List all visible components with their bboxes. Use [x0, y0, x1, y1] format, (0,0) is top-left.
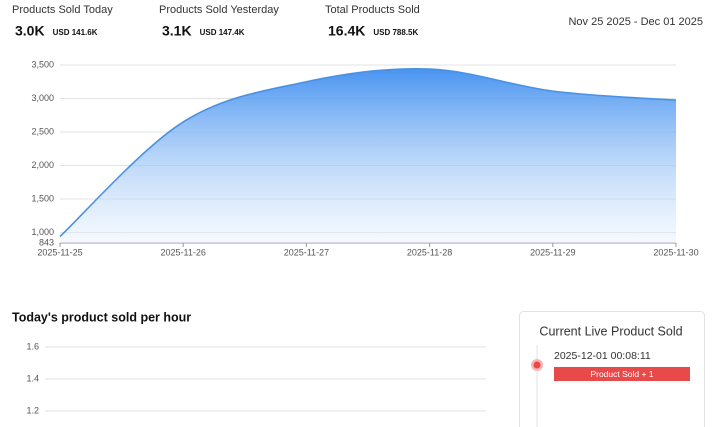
x-tick-label: 2025-11-29 [530, 247, 575, 257]
y-tick-label: 843 [39, 237, 54, 247]
stat-label: Products Sold Yesterday [159, 4, 279, 16]
y-tick-label: 1.6 [26, 341, 39, 351]
timeline-dot [533, 361, 541, 369]
area-fill [60, 68, 676, 243]
y-tick-label: 3,000 [31, 93, 54, 103]
x-tick-label: 2025-11-28 [407, 247, 452, 257]
line [59, 67, 677, 238]
y-tick-label: 1,500 [31, 193, 54, 203]
date-range[interactable]: Nov 25 2025 - Dec 01 2025 [568, 16, 703, 28]
y-tick-label: 2,500 [31, 126, 54, 136]
y-tick-label: 2,000 [31, 160, 54, 170]
stat-label: Products Sold Today [12, 4, 113, 16]
x-tick-label: 2025-11-26 [161, 247, 206, 257]
entry-time: 2025-12-01 00:08:11 [554, 350, 651, 362]
stat-value: 3.1K [162, 23, 192, 39]
x-tick-label: 2025-11-30 [653, 247, 698, 257]
stat-usd: USD 788.5K [373, 28, 418, 37]
entry-badge [554, 367, 690, 381]
stat-usd: USD 141.6K [53, 28, 98, 37]
y-tick-label: 1.4 [26, 373, 39, 383]
x-tick-label: 2025-11-25 [37, 247, 82, 257]
stat-value: 16.4K [328, 23, 365, 39]
entry-badge-text: Product Sold + 1 [590, 369, 653, 379]
y-tick-label: 1.2 [26, 405, 39, 415]
chart-title: Today's product sold per hour [12, 310, 191, 324]
stat-label: Total Products Sold [325, 4, 420, 16]
y-tick-label: 1,000 [31, 227, 54, 237]
x-tick-label: 2025-11-27 [284, 247, 329, 257]
y-tick-label: 3,500 [31, 59, 54, 69]
stat-usd: USD 147.4K [200, 28, 245, 37]
live-panel-title: Current Live Product Sold [539, 324, 682, 338]
stat-value: 3.0K [15, 23, 45, 39]
